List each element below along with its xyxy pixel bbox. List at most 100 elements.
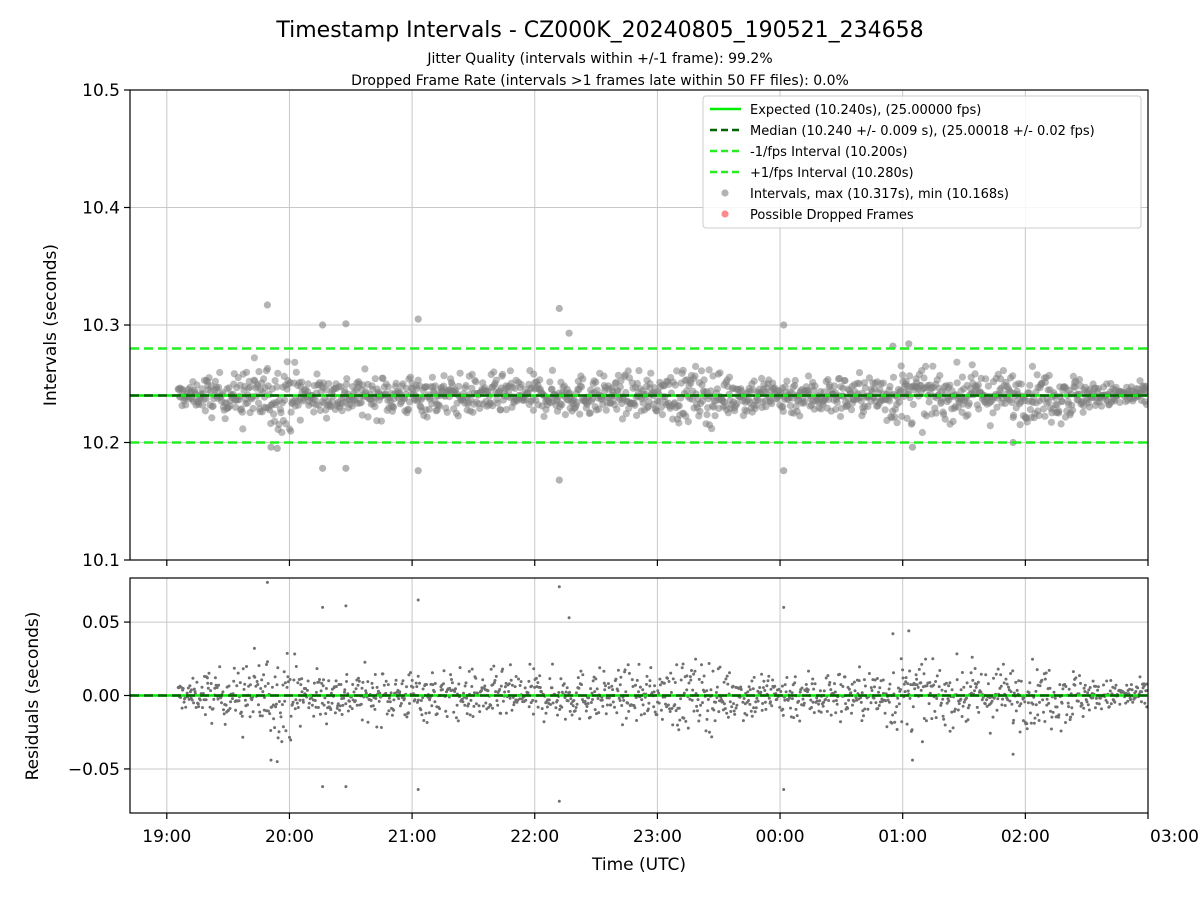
- interval-point: [435, 402, 444, 410]
- residual-point: [394, 682, 397, 686]
- residual-point: [838, 672, 842, 676]
- residual-point: [739, 685, 743, 689]
- residual-point: [859, 696, 863, 700]
- residual-point: [492, 664, 496, 668]
- residual-point: [726, 682, 730, 686]
- interval-point: [1071, 383, 1079, 391]
- interval-point: [529, 406, 538, 414]
- residual-point: [657, 701, 661, 705]
- interval-point: [982, 375, 990, 383]
- residual-point: [988, 731, 992, 735]
- interval-point: [1097, 402, 1106, 410]
- residual-point: [314, 705, 318, 709]
- residual-point: [248, 683, 252, 687]
- residual-point: [707, 662, 711, 665]
- legend-marker: [721, 210, 729, 218]
- residual-point: [320, 681, 324, 685]
- residual-point: [915, 677, 919, 681]
- residual-point: [356, 683, 360, 687]
- y-axis-label-intervals: Intervals (seconds): [41, 244, 61, 406]
- interval-point: [287, 427, 295, 435]
- interval-point: [841, 377, 849, 385]
- residual-point: [914, 673, 918, 677]
- residual-point: [348, 705, 352, 708]
- residual-point: [1085, 700, 1089, 704]
- residual-point: [652, 705, 656, 709]
- interval-point: [377, 417, 385, 425]
- interval-point: [733, 399, 741, 407]
- residual-point: [829, 688, 833, 692]
- residual-point: [985, 704, 989, 708]
- residual-point: [706, 709, 710, 713]
- interval-point: [975, 405, 983, 413]
- residual-point: [704, 729, 708, 733]
- residual-point: [967, 703, 971, 707]
- residual-point: [730, 705, 734, 709]
- interval-point: [953, 358, 961, 366]
- residual-point: [450, 681, 454, 685]
- residual-point: [728, 700, 732, 704]
- interval-point: [1116, 398, 1124, 407]
- interval-point: [864, 402, 872, 411]
- residual-point: [626, 701, 630, 705]
- residual-point: [1107, 705, 1111, 709]
- residual-point: [713, 719, 717, 723]
- residual-point: [299, 683, 303, 687]
- residual-point: [781, 707, 785, 711]
- residual-point: [354, 687, 358, 691]
- residual-point: [1082, 706, 1086, 710]
- residual-point: [944, 689, 948, 693]
- residual-point: [668, 707, 672, 711]
- residual-point: [463, 703, 467, 707]
- residual-point: [530, 684, 534, 688]
- interval-point: [800, 398, 808, 406]
- y-tick-label: 10.1: [82, 551, 120, 571]
- residual-point: [1018, 730, 1022, 734]
- residual-point: [461, 700, 465, 704]
- interval-point: [946, 381, 954, 389]
- residual-point: [679, 697, 683, 701]
- residual-point: [438, 707, 441, 711]
- residual-point: [449, 673, 453, 677]
- interval-point: [595, 405, 603, 413]
- residual-point: [1133, 696, 1137, 700]
- residual-point: [235, 684, 239, 688]
- residual-point: [913, 687, 917, 691]
- interval-point: [758, 374, 766, 382]
- residual-point: [288, 735, 291, 739]
- residual-point: [433, 682, 437, 685]
- residual-point: [934, 680, 938, 683]
- interval-point: [679, 366, 687, 374]
- residual-point: [919, 688, 923, 692]
- residual-point: [965, 696, 968, 700]
- interval-point: [633, 379, 641, 388]
- residual-point: [984, 673, 988, 677]
- residual-point: [442, 669, 446, 673]
- residual-point: [819, 710, 823, 714]
- residual-point: [935, 674, 939, 678]
- residual-point: [907, 629, 911, 633]
- residual-point: [409, 671, 412, 675]
- interval-point: [891, 413, 899, 421]
- residual-point: [353, 699, 357, 703]
- residual-point: [280, 740, 284, 744]
- residual-point: [928, 681, 932, 684]
- residual-point: [442, 682, 445, 686]
- residual-point: [462, 691, 465, 695]
- residual-point: [569, 697, 573, 701]
- residual-point: [952, 709, 956, 713]
- residual-point: [265, 580, 269, 584]
- interval-point: [908, 419, 916, 427]
- residual-point: [414, 681, 418, 685]
- residual-point: [908, 696, 912, 700]
- residual-point: [1049, 727, 1053, 731]
- residual-point: [726, 715, 730, 719]
- residual-point: [969, 685, 973, 689]
- residual-point: [416, 598, 420, 602]
- residual-point: [810, 682, 814, 686]
- residual-point: [858, 665, 861, 669]
- residual-point: [771, 678, 775, 682]
- residual-point: [534, 699, 538, 703]
- interval-point: [456, 369, 464, 377]
- interval-point: [624, 367, 632, 375]
